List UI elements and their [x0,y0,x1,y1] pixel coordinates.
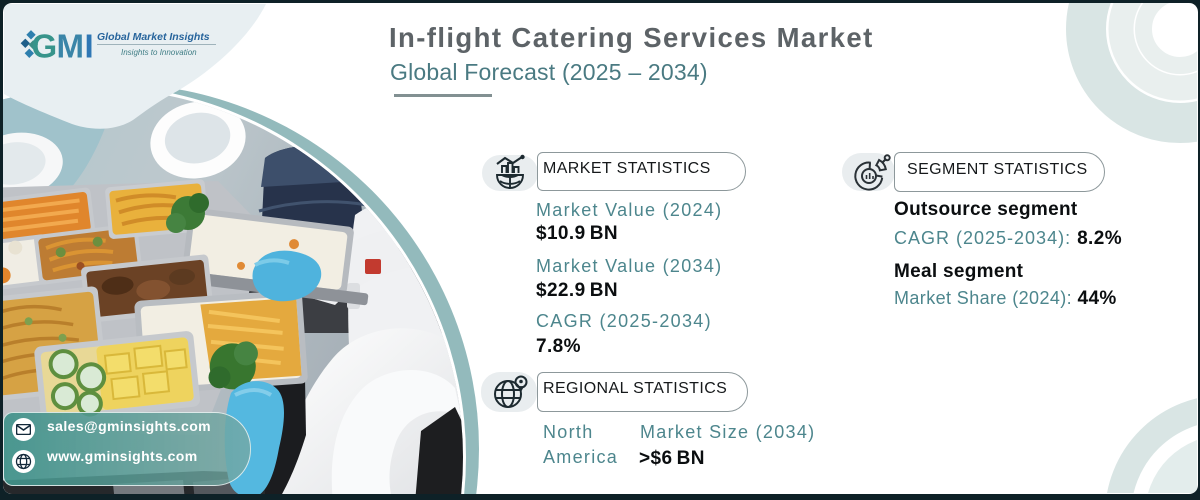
svg-text:Insights to Innovation: Insights to Innovation [121,48,197,57]
svg-text:M: M [57,28,85,65]
svg-text:I: I [85,28,94,65]
svg-text:G: G [32,28,58,65]
svg-text:Global Market Insights: Global Market Insights [97,31,210,43]
